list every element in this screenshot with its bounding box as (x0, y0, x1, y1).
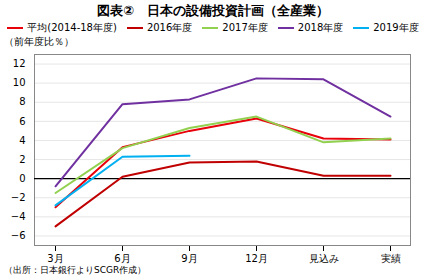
svg-text:4: 4 (19, 135, 25, 146)
svg-text:9月: 9月 (181, 253, 197, 264)
svg-text:6月: 6月 (114, 253, 130, 264)
html-text:（前年度比％）: （前年度比％） (4, 36, 74, 47)
svg-text:見込み: 見込み (309, 253, 339, 264)
svg-text:8: 8 (19, 96, 25, 107)
svg-text:−2: −2 (11, 192, 26, 203)
svg-text:−4: −4 (11, 211, 26, 222)
html-text:2018年度: 2018年度 (297, 22, 344, 33)
svg-text:2: 2 (19, 154, 25, 165)
svg-text:12月: 12月 (245, 253, 268, 264)
html-text:2017年度: 2017年度 (222, 22, 268, 33)
svg-text:−6: −6 (11, 230, 26, 241)
html-text:図表② 日本の設備投資計画（全産業）: 図表② 日本の設備投資計画（全産業） (97, 3, 329, 18)
svg-text:6: 6 (19, 116, 25, 127)
svg-text:実績: 実績 (381, 253, 401, 264)
html-text:2019年度: 2019年度 (373, 22, 419, 33)
svg-text:0: 0 (19, 173, 25, 184)
svg-text:3月: 3月 (47, 253, 63, 264)
svg-text:12: 12 (13, 58, 26, 69)
html-text:平均(2014-18年度): 平均(2014-18年度) (27, 22, 117, 33)
html-text:（出所：日本銀行よりSCGR作成）: （出所：日本銀行よりSCGR作成） (4, 265, 147, 275)
html-text:2016年度: 2016年度 (146, 22, 193, 33)
svg-text:10: 10 (13, 77, 26, 88)
